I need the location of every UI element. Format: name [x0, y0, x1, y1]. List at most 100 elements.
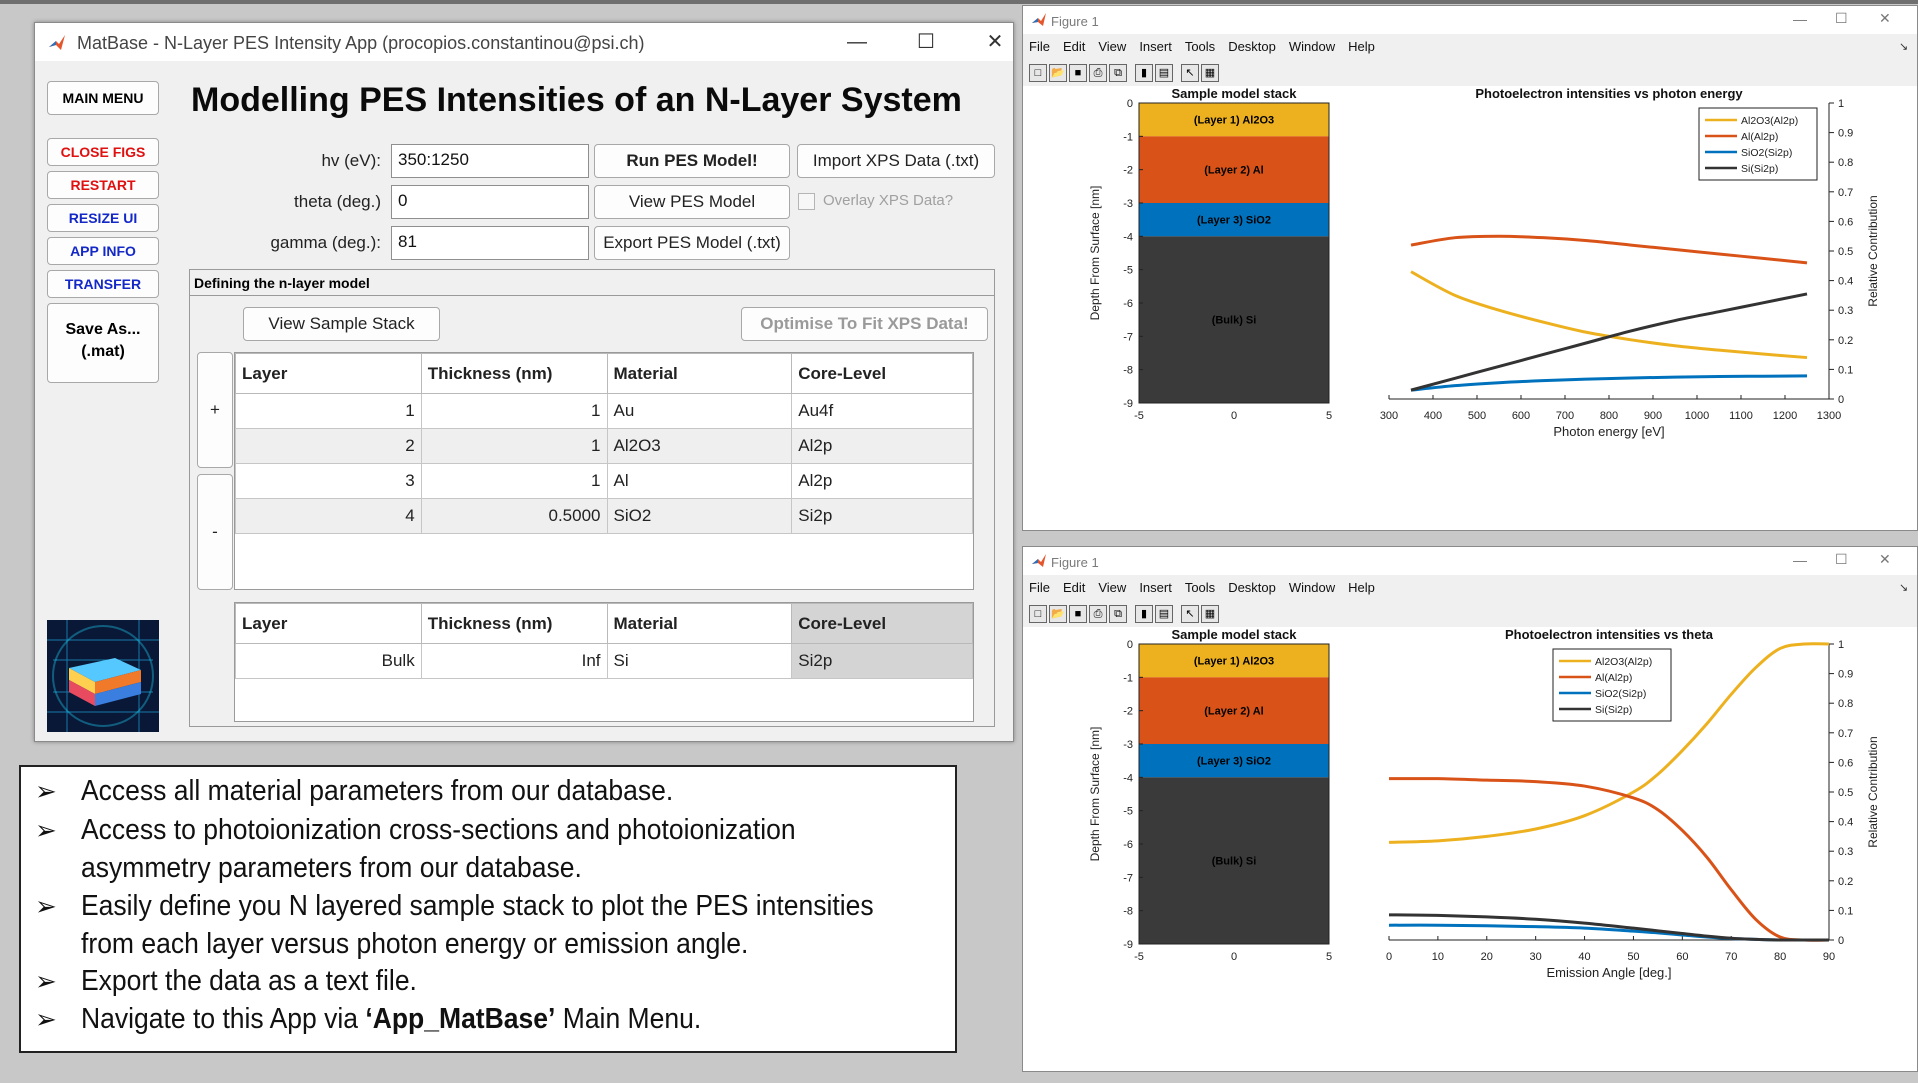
overlay-xps-checkbox[interactable]	[798, 193, 815, 210]
pointer-icon[interactable]: ↖	[1181, 64, 1199, 82]
menu-item-view[interactable]: View	[1098, 580, 1127, 595]
menu-item-edit[interactable]: Edit	[1062, 580, 1086, 595]
menu-item-file[interactable]: File	[1029, 39, 1050, 54]
table-header[interactable]: Core-Level	[791, 603, 973, 644]
menu-item-tools[interactable]: Tools	[1184, 580, 1216, 595]
print-icon[interactable]: ⎙	[1089, 64, 1107, 82]
menu-item-help[interactable]: Help	[1348, 580, 1375, 595]
layer-cell[interactable]: 3	[235, 463, 422, 499]
material-cell[interactable]: Si	[606, 643, 793, 679]
menu-overflow-icon[interactable]: ↘	[1899, 41, 1909, 53]
material-cell[interactable]: Al	[606, 463, 793, 499]
insert-colorbar-icon[interactable]: ▮	[1135, 605, 1153, 623]
menu-item-window[interactable]: Window	[1288, 580, 1336, 595]
export-pes-model-button[interactable]: Export PES Model (.txt)	[594, 226, 790, 260]
core-level-cell[interactable]: Au4f	[791, 393, 973, 429]
minimize-button[interactable]: —	[1793, 11, 1807, 27]
material-cell[interactable]: Al2O3	[606, 428, 793, 464]
close-button[interactable]: ✕	[1879, 551, 1891, 567]
view-pes-model-button[interactable]: View PES Model	[594, 185, 790, 219]
insert-legend-icon[interactable]: ▤	[1155, 605, 1173, 623]
thickness-cell[interactable]: Inf	[420, 643, 608, 679]
main-menu-button[interactable]: MAIN MENU	[47, 81, 159, 115]
remove-layer-button[interactable]: -	[197, 474, 233, 590]
save-icon[interactable]: ■	[1069, 605, 1087, 623]
link-icon[interactable]: ⧉	[1109, 64, 1127, 82]
transfer-button[interactable]: TRANSFER	[47, 270, 159, 298]
close-button[interactable]: ✕	[986, 31, 1004, 53]
save-as-mat-button[interactable]: Save As... (.mat)	[47, 303, 159, 383]
property-inspector-icon[interactable]: ▦	[1201, 64, 1219, 82]
property-inspector-icon[interactable]: ▦	[1201, 605, 1219, 623]
insert-legend-icon[interactable]: ▤	[1155, 64, 1173, 82]
table-header[interactable]: Core-Level	[791, 353, 973, 394]
close-button[interactable]: ✕	[1879, 10, 1891, 26]
resize-ui-button[interactable]: RESIZE UI	[47, 204, 159, 232]
add-layer-button[interactable]: +	[197, 352, 233, 468]
thickness-cell[interactable]: 1	[420, 463, 608, 499]
open-file-icon[interactable]: 📂	[1049, 64, 1067, 82]
view-sample-stack-button[interactable]: View Sample Stack	[243, 307, 440, 341]
thickness-cell[interactable]: 1	[420, 428, 608, 464]
layer-cell[interactable]: 2	[235, 428, 422, 464]
theta-input[interactable]: 0	[391, 185, 589, 219]
table-header[interactable]: Thickness (nm)	[420, 353, 608, 394]
table-row[interactable]: 4 0.5000 SiO2 Si2p	[235, 498, 973, 534]
link-icon[interactable]: ⧉	[1109, 605, 1127, 623]
core-level-cell[interactable]: Si2p	[791, 498, 973, 534]
layer-cell[interactable]: Bulk	[235, 643, 422, 679]
table-row[interactable]: Bulk Inf Si Si2p	[235, 643, 973, 679]
open-file-icon[interactable]: 📂	[1049, 605, 1067, 623]
menu-item-help[interactable]: Help	[1348, 39, 1375, 54]
new-figure-icon[interactable]: □	[1029, 64, 1047, 82]
maximize-button[interactable]: ☐	[1835, 10, 1848, 26]
menu-overflow-icon[interactable]: ↘	[1899, 582, 1909, 594]
table-header[interactable]: Layer	[235, 353, 422, 394]
core-level-cell[interactable]: Si2p	[791, 643, 973, 679]
table-header[interactable]: Material	[606, 353, 793, 394]
hv-input[interactable]: 350:1250	[391, 144, 589, 178]
core-level-cell[interactable]: Al2p	[791, 463, 973, 499]
gamma-input[interactable]: 81	[391, 226, 589, 260]
import-xps-data-button[interactable]: Import XPS Data (.txt)	[797, 144, 995, 178]
table-header[interactable]: Material	[606, 603, 793, 644]
y-tick-label: -5	[1123, 806, 1133, 818]
table-header[interactable]: Layer	[235, 603, 422, 644]
y-tick-label: 0.4	[1838, 276, 1853, 288]
maximize-button[interactable]: ☐	[917, 31, 935, 53]
table-header[interactable]: Thickness (nm)	[420, 603, 608, 644]
print-icon[interactable]: ⎙	[1089, 605, 1107, 623]
maximize-button[interactable]: ☐	[1835, 551, 1848, 567]
close-figs-button[interactable]: CLOSE FIGS	[47, 138, 159, 166]
menu-item-view[interactable]: View	[1098, 39, 1127, 54]
layer-cell[interactable]: 1	[235, 393, 422, 429]
table-row[interactable]: 2 1 Al2O3 Al2p	[235, 428, 973, 464]
table-row[interactable]: 1 1 Au Au4f	[235, 393, 973, 429]
run-pes-model-button[interactable]: Run PES Model!	[594, 144, 790, 178]
menu-item-desktop[interactable]: Desktop	[1228, 580, 1276, 595]
pointer-icon[interactable]: ↖	[1181, 605, 1199, 623]
menu-item-file[interactable]: File	[1029, 580, 1050, 595]
table-row[interactable]: 3 1 Al Al2p	[235, 463, 973, 499]
minimize-button[interactable]: —	[847, 31, 867, 53]
material-cell[interactable]: Au	[606, 393, 793, 429]
optimise-fit-button[interactable]: Optimise To Fit XPS Data!	[741, 307, 988, 341]
menu-item-tools[interactable]: Tools	[1184, 39, 1216, 54]
menu-item-window[interactable]: Window	[1288, 39, 1336, 54]
restart-button[interactable]: RESTART	[47, 171, 159, 199]
app-info-button[interactable]: APP INFO	[47, 237, 159, 265]
material-cell[interactable]: SiO2	[606, 498, 793, 534]
stack-layer-label: (Layer 1) Al2O3	[1194, 115, 1274, 127]
menu-item-desktop[interactable]: Desktop	[1228, 39, 1276, 54]
thickness-cell[interactable]: 0.5000	[420, 498, 608, 534]
core-level-cell[interactable]: Al2p	[791, 428, 973, 464]
menu-item-insert[interactable]: Insert	[1139, 39, 1172, 54]
insert-colorbar-icon[interactable]: ▮	[1135, 64, 1153, 82]
menu-item-insert[interactable]: Insert	[1139, 580, 1172, 595]
new-figure-icon[interactable]: □	[1029, 605, 1047, 623]
thickness-cell[interactable]: 1	[420, 393, 608, 429]
layer-cell[interactable]: 4	[235, 498, 422, 534]
minimize-button[interactable]: —	[1793, 552, 1807, 568]
save-icon[interactable]: ■	[1069, 64, 1087, 82]
menu-item-edit[interactable]: Edit	[1062, 39, 1086, 54]
